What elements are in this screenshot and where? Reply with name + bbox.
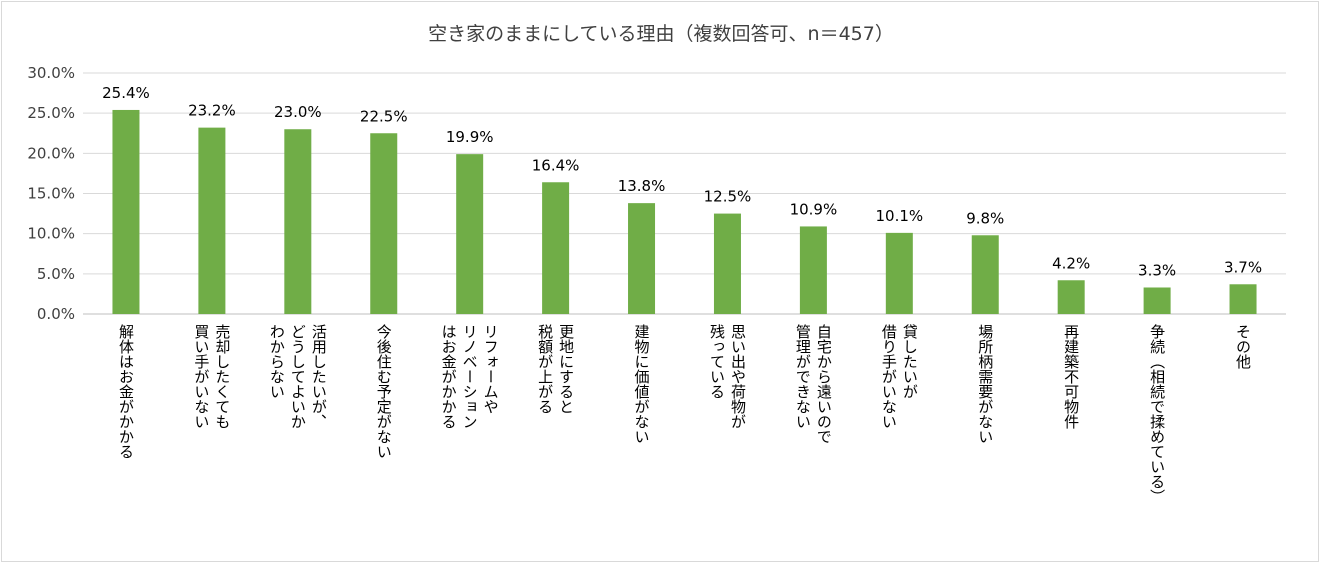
data-label: 3.3% (1138, 261, 1176, 279)
bar (112, 109, 140, 314)
data-label: 25.4% (102, 84, 150, 102)
bar (971, 235, 999, 314)
category-label: 場所柄需要がない (976, 324, 994, 444)
category-label-line: わからない (268, 324, 286, 399)
y-tick-label: 10.0% (27, 225, 75, 243)
gridlines (83, 72, 1286, 315)
category-label: 争続（相続で揉めている） (1148, 323, 1166, 504)
category-label-line: 借り手がいない (880, 324, 898, 429)
y-tick-label: 30.0% (27, 64, 75, 82)
data-label: 4.2% (1052, 254, 1090, 272)
bar (885, 232, 913, 314)
y-tick-label: 15.0% (27, 185, 75, 203)
data-label: 16.4% (532, 156, 580, 174)
y-axis-ticks: 0.0% 5.0% 10.0% 15.0% 20.0% 25.0% 30.0% (27, 64, 75, 323)
category-label-line: はお金がかかる (440, 324, 458, 429)
data-label: 12.5% (704, 188, 752, 206)
bar (799, 226, 827, 314)
bar (713, 213, 741, 314)
data-label: 22.5% (360, 107, 408, 125)
category-label: 今後住む予定がない (375, 324, 393, 459)
data-label: 23.0% (274, 103, 322, 121)
category-label-line: 思い出や荷物が (729, 324, 747, 429)
bar (1143, 287, 1171, 314)
bar (1229, 284, 1257, 314)
chart-title: 空き家のままにしている理由（複数回答可、n＝457） (428, 23, 894, 45)
data-label: 13.8% (618, 177, 666, 195)
category-label-line: 買い手がいない (192, 324, 210, 429)
data-label: 3.7% (1224, 258, 1262, 276)
category-label-line: 争続（相続で揉めている） (1148, 323, 1166, 504)
category-label-line: その他 (1234, 324, 1252, 370)
category-label-line: どうしてよいか (289, 324, 307, 429)
category-label-line: 活用したいが、 (310, 324, 328, 429)
data-label: 10.1% (875, 207, 923, 225)
category-label: 建物に価値がない (633, 324, 651, 444)
category-label-line: 自宅から遠いので (815, 324, 833, 444)
category-label: その他 (1234, 324, 1252, 370)
data-label: 19.9% (446, 128, 494, 146)
category-label: 再建築不可物件 (1062, 324, 1080, 429)
bar (1057, 280, 1085, 314)
bar (370, 133, 398, 314)
y-tick-label: 5.0% (37, 265, 75, 283)
category-label-line: 更地にすると (557, 324, 575, 414)
category-label: 解体はお金がかかる (117, 324, 135, 459)
category-label-line: 税額が上がる (536, 324, 554, 414)
bars (112, 109, 1257, 314)
data-label: 23.2% (188, 102, 236, 120)
category-label-line: 再建築不可物件 (1062, 324, 1080, 429)
category-label-line: 解体はお金がかかる (117, 324, 135, 459)
bar (198, 127, 226, 314)
category-label-line: 貸したいが (901, 324, 919, 399)
category-label-line: 場所柄需要がない (976, 324, 994, 444)
category-label-line: 売却したくても (213, 324, 231, 429)
bar (628, 203, 656, 314)
data-label: 10.9% (790, 200, 838, 218)
bar (542, 182, 570, 314)
category-label-line: 管理ができない (794, 324, 812, 429)
category-label-line: 残っている (708, 324, 726, 399)
y-tick-label: 0.0% (37, 305, 75, 323)
data-label: 9.8% (966, 209, 1004, 227)
data-labels: 25.4% 23.2% 23.0% 22.5% 19.9% 16.4% 13.8% 12.5%… (102, 84, 1262, 280)
bar (284, 129, 312, 314)
category-label-line: 建物に価値がない (633, 324, 651, 444)
category-label-line: リフォームや (482, 324, 500, 414)
bar (456, 154, 484, 314)
y-tick-label: 20.0% (27, 144, 75, 162)
category-label-line: リノベーション (461, 324, 479, 429)
y-tick-label: 25.0% (27, 104, 75, 122)
category-label-line: 今後住む予定がない (375, 324, 393, 459)
